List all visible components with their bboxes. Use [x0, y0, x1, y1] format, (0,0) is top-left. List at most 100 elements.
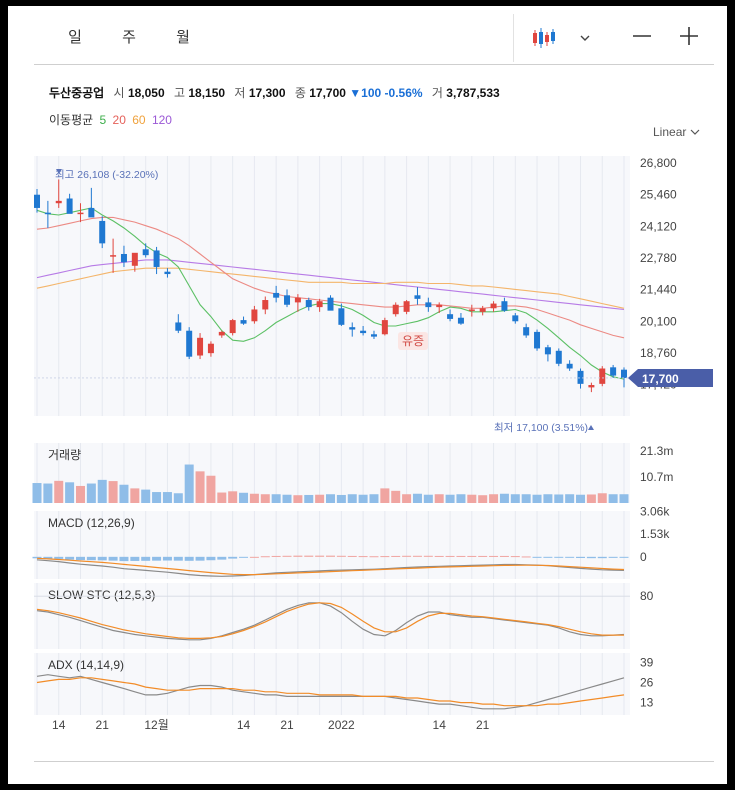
- tab-week[interactable]: 주: [122, 29, 136, 46]
- macd-histogram-bar: [576, 556, 586, 559]
- footer-divider: [34, 761, 714, 762]
- candle-body: [501, 301, 508, 311]
- adx-tick-label: 26: [640, 675, 654, 689]
- macd-histogram-bar: [75, 556, 85, 561]
- volume-bar: [54, 480, 64, 503]
- macd-histogram-bar: [304, 555, 314, 557]
- price-tick-label: 22,780: [640, 251, 677, 265]
- macd-histogram-bar: [358, 556, 368, 558]
- candle-body: [142, 249, 149, 256]
- volume-bar: [293, 495, 303, 503]
- chart-widget: 일 주 월 두산중공업 시 18,050 고 18,150 저 17,300 종…: [8, 6, 727, 784]
- x-axis: 14 21 12월 14 21 2022 14 21: [52, 718, 490, 732]
- macd-histogram-bar: [152, 556, 162, 561]
- volume-bar: [249, 493, 259, 503]
- candle-body: [577, 370, 584, 384]
- volume-bar: [402, 494, 412, 503]
- volume-bar: [489, 494, 499, 503]
- candle-body: [262, 300, 269, 310]
- volume-bar: [184, 464, 194, 503]
- macd-histogram-bar: [521, 556, 531, 558]
- x-tick-label: 14: [433, 718, 447, 732]
- macd-histogram-bar: [586, 556, 596, 559]
- macd-histogram-bar: [489, 555, 499, 557]
- price-panel: 26,800 25,460 24,120 22,780 21,440 20,100 18,7…: [34, 156, 713, 434]
- volume-tick-label: 21.3m: [640, 444, 673, 458]
- panel-title: SLOW STC (12,5,3): [48, 588, 155, 602]
- volume-bar: [173, 493, 183, 503]
- macd-histogram-bar: [326, 555, 335, 557]
- price-tick-label: 20,100: [640, 314, 677, 328]
- macd-histogram-bar: [478, 555, 488, 557]
- candle-body: [414, 295, 421, 299]
- candle-body: [131, 252, 138, 266]
- macd-tick-label: 1.53k: [640, 527, 670, 541]
- volume-bar: [445, 494, 455, 503]
- close-value: 17,700: [309, 86, 346, 100]
- macd-histogram-bar: [336, 555, 346, 557]
- volume-bar: [162, 492, 172, 503]
- price-tick-label: 21,440: [640, 283, 677, 297]
- tab-month[interactable]: 월: [176, 29, 190, 46]
- zoom-in-button[interactable]: [677, 24, 701, 48]
- candle-body: [55, 200, 62, 204]
- min-marker-icon: [588, 425, 594, 430]
- price-tick-label: 24,120: [640, 219, 677, 233]
- low-value: 17,300: [248, 86, 286, 100]
- candle-body: [316, 301, 323, 308]
- candle-body: [186, 330, 193, 357]
- macd-histogram-bar: [293, 555, 303, 557]
- macd-histogram-bar: [554, 556, 564, 558]
- x-tick-label: 21: [476, 718, 490, 732]
- volume-bar: [565, 494, 575, 503]
- zoom-out-button[interactable]: [630, 24, 654, 48]
- volume-bar: [510, 494, 520, 503]
- volume-bar: [391, 490, 401, 503]
- macd-histogram-bar: [97, 556, 107, 561]
- candle-body: [110, 255, 117, 257]
- moving-average-legend: 이동평균 5 20 60 120: [49, 111, 172, 128]
- scale-mode-dropdown[interactable]: Linear: [653, 125, 700, 139]
- volume-bar: [412, 493, 422, 503]
- volume-bar: [108, 481, 118, 503]
- macd-histogram-bar: [445, 555, 455, 557]
- volume-bar: [260, 494, 270, 503]
- candle-body: [273, 292, 280, 298]
- macd-histogram-bar: [249, 556, 259, 558]
- toolbar-divider: [513, 14, 514, 62]
- candle-body: [34, 194, 40, 208]
- macd-histogram-bar: [565, 556, 575, 558]
- x-tick-label: 21: [96, 718, 110, 732]
- candle-body: [403, 301, 410, 312]
- stc-plot-background: [34, 583, 630, 649]
- volume-bar: [521, 494, 531, 503]
- volume-bar: [65, 482, 75, 503]
- ma-5: 5: [99, 113, 107, 127]
- high-label: 고: [173, 86, 186, 100]
- macd-histogram-bar: [608, 556, 618, 558]
- price-tick-label: 26,800: [640, 156, 677, 170]
- adx-tick-label: 39: [640, 655, 654, 669]
- macd-plot-background: [34, 511, 630, 579]
- volume-bar: [97, 479, 107, 503]
- volume-bar: [369, 494, 379, 503]
- macd-histogram-bar: [217, 556, 227, 560]
- volume-bar: [130, 488, 140, 503]
- panel-title: ADX (14,14,9): [48, 658, 124, 672]
- min-price-label: 최저 17,100 (3.51%): [494, 422, 588, 434]
- macd-histogram-bar: [65, 556, 75, 560]
- macd-histogram-bar: [162, 556, 172, 561]
- header-divider: [34, 64, 714, 65]
- candle-body: [305, 300, 312, 308]
- candle-body: [175, 322, 182, 331]
- volume-bar: [32, 483, 42, 503]
- macd-histogram-bar: [173, 556, 183, 561]
- candle-body: [425, 302, 432, 308]
- candle-body: [621, 369, 627, 378]
- chart-type-button[interactable]: [530, 24, 600, 52]
- candle-body: [370, 334, 377, 337]
- tab-day[interactable]: 일: [68, 29, 82, 46]
- volume-bar: [423, 494, 433, 503]
- volume-bar: [499, 493, 509, 503]
- price-tick-label: 25,460: [640, 188, 677, 202]
